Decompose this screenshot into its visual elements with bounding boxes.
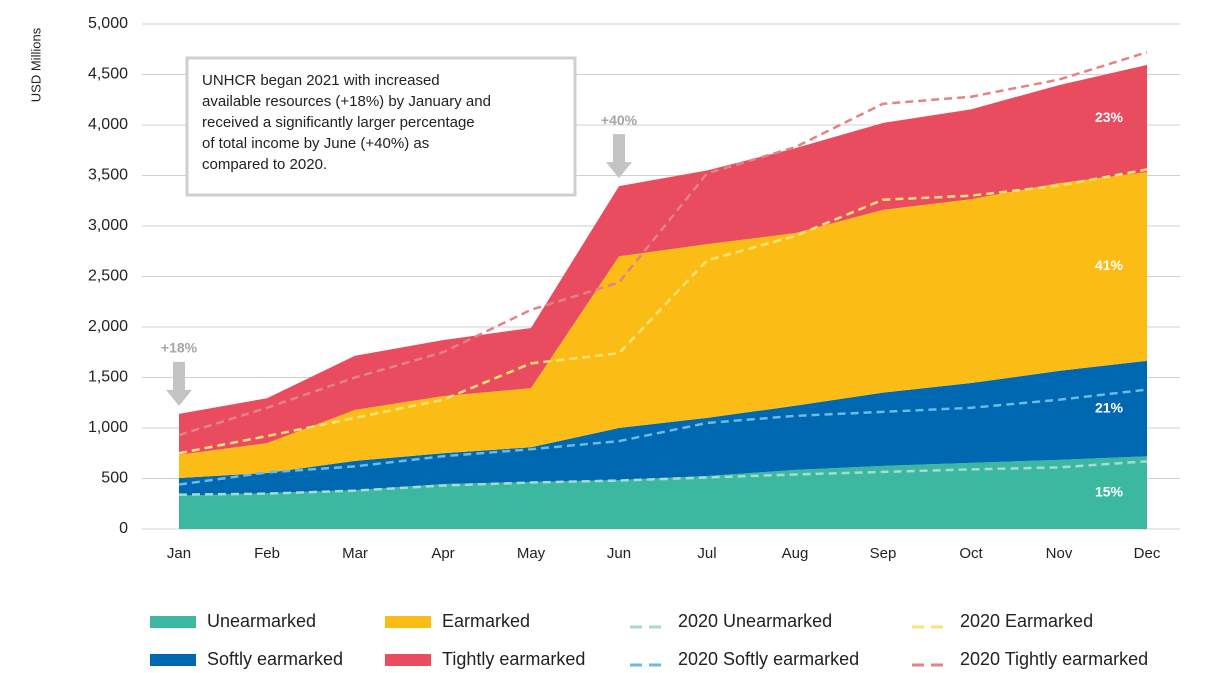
callout-text: available resources (+18%) by January an…: [202, 93, 491, 110]
annotation-label: +40%: [601, 112, 638, 128]
annotation-label: +18%: [161, 340, 198, 356]
legend-label: 2020 Earmarked: [960, 611, 1093, 631]
y-tick-label: 5,000: [88, 15, 128, 32]
x-tick-label: Jul: [697, 545, 716, 562]
legend-label: Unearmarked: [207, 611, 316, 631]
share-label: 41%: [1095, 257, 1124, 273]
area-series: [179, 456, 1147, 529]
legend-label: Tightly earmarked: [442, 649, 585, 669]
y-tick-label: 500: [101, 470, 128, 487]
y-tick-label: 1,500: [88, 369, 128, 386]
dashed-line: [178, 388, 1148, 486]
x-tick-label: Feb: [254, 545, 280, 562]
y-tick-label: 0: [119, 520, 128, 537]
y-tick-label: 3,500: [88, 167, 128, 184]
legend-swatch: [150, 616, 196, 628]
x-tick-label: Oct: [959, 545, 983, 562]
x-tick-label: Nov: [1046, 545, 1073, 562]
legend-swatch: [150, 654, 196, 666]
callout-box: [185, 56, 577, 197]
x-tick-label: Apr: [431, 545, 454, 562]
legend-label: 2020 Tightly earmarked: [960, 649, 1148, 669]
annotation-arrow: [166, 361, 192, 406]
y-tick-label: 2,500: [88, 268, 128, 285]
area-series: [179, 360, 1147, 496]
share-label: 15%: [1095, 483, 1124, 499]
x-tick-label: Aug: [782, 545, 809, 562]
legend-label: 2020 Softly earmarked: [678, 649, 859, 669]
x-tick-label: Jan: [167, 545, 191, 562]
y-tick-label: 4,500: [88, 66, 128, 83]
callout-text: received a significantly larger percenta…: [202, 114, 475, 131]
x-tick-label: Mar: [342, 545, 368, 562]
y-tick-label: 1,000: [88, 419, 128, 436]
legend-label: Softly earmarked: [207, 649, 343, 669]
x-tick-label: Sep: [870, 545, 897, 562]
legend-label: Earmarked: [442, 611, 530, 631]
share-label: 21%: [1095, 399, 1124, 415]
area: [179, 360, 1147, 496]
callout-text: UNHCR began 2021 with increased: [202, 72, 440, 89]
callout-text: of total income by June (+40%) as: [202, 135, 429, 152]
legend-swatch: [385, 654, 431, 666]
y-tick-label: 2,000: [88, 318, 128, 335]
x-tick-label: May: [517, 545, 546, 562]
annotation-arrow: [606, 134, 632, 179]
callout-text: compared to 2020.: [202, 156, 327, 173]
legend-swatch: [385, 616, 431, 628]
area: [179, 456, 1147, 529]
x-tick-label: Jun: [607, 545, 631, 562]
share-label: 23%: [1095, 109, 1124, 125]
area: [179, 171, 1147, 478]
legend-label: 2020 Unearmarked: [678, 611, 832, 631]
area-series: [179, 171, 1147, 478]
y-tick-label: 3,000: [88, 217, 128, 234]
dashed-line: [178, 460, 1148, 496]
x-tick-label: Dec: [1134, 545, 1161, 562]
dashed-line: [178, 51, 1148, 437]
y-axis-label: USD Millions: [28, 27, 43, 102]
y-tick-label: 4,000: [88, 116, 128, 133]
